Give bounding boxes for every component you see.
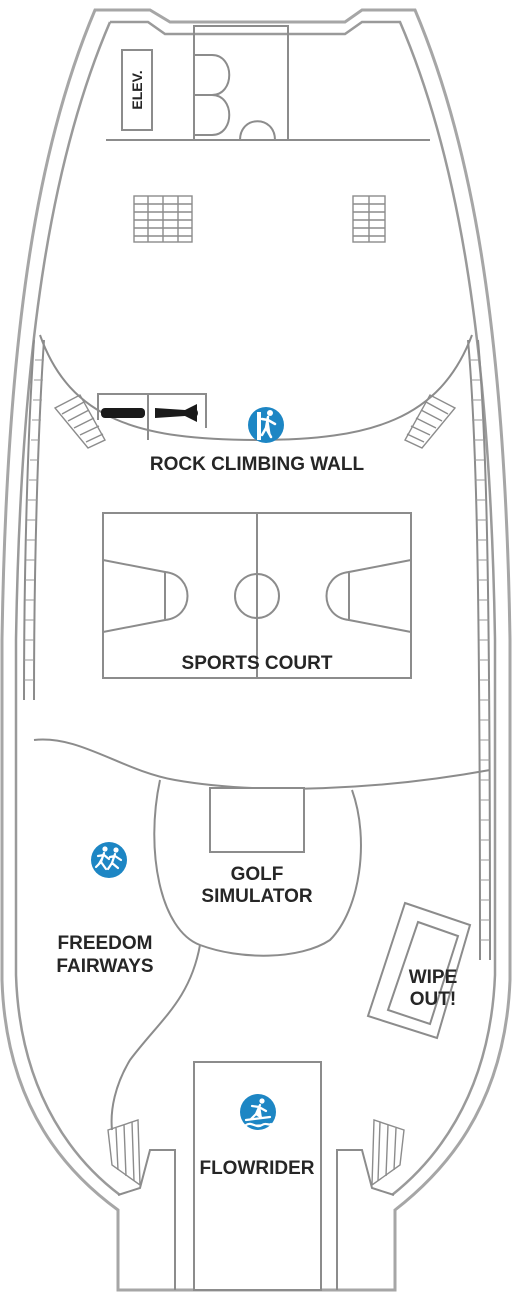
elevator-box xyxy=(121,49,153,131)
golf-simulator-label-line2: SIMULATOR xyxy=(201,886,312,907)
wipe-out-area xyxy=(366,901,472,1040)
wipe-out-label-line2: OUT! xyxy=(410,989,456,1010)
side-railing-left xyxy=(23,339,45,701)
vent-grille-right xyxy=(352,195,386,243)
wipe-out-label-line1: WIPE xyxy=(409,967,458,988)
elevator-label: ELEV. xyxy=(129,70,145,109)
stairs-right xyxy=(404,394,457,449)
freedom-fairways-label-line1: FREEDOM xyxy=(58,933,153,954)
freedom-fairways-boundary xyxy=(33,738,491,790)
rock-climbing-icon xyxy=(248,407,284,443)
restroom-block xyxy=(97,393,207,440)
golf-simulator-area xyxy=(153,779,362,957)
sports-court-label: SPORTS COURT xyxy=(182,653,333,674)
aft-deck-outline xyxy=(117,1149,395,1290)
rock-climbing-wall-label: ROCK CLIMBING WALL xyxy=(150,454,365,475)
vent-grille-left xyxy=(133,195,193,243)
surfing-icon xyxy=(240,1094,276,1130)
ship-hull-inner-outline xyxy=(14,20,497,1196)
side-railing-right xyxy=(467,339,491,961)
walkway-path xyxy=(110,944,201,1131)
jogging-track-icon xyxy=(91,842,127,878)
stair-core xyxy=(193,25,289,141)
golf-simulator-label-line1: GOLF xyxy=(231,864,284,885)
sports-court xyxy=(102,512,412,679)
golf-simulator-booth xyxy=(209,787,305,853)
restroom-men-icon xyxy=(101,408,145,418)
freedom-fairways-label-line2: FAIRWAYS xyxy=(56,956,153,977)
restroom-women-icon xyxy=(155,404,198,422)
flowrider-label: FLOWRIDER xyxy=(199,1158,314,1179)
stairs-left xyxy=(53,394,106,449)
